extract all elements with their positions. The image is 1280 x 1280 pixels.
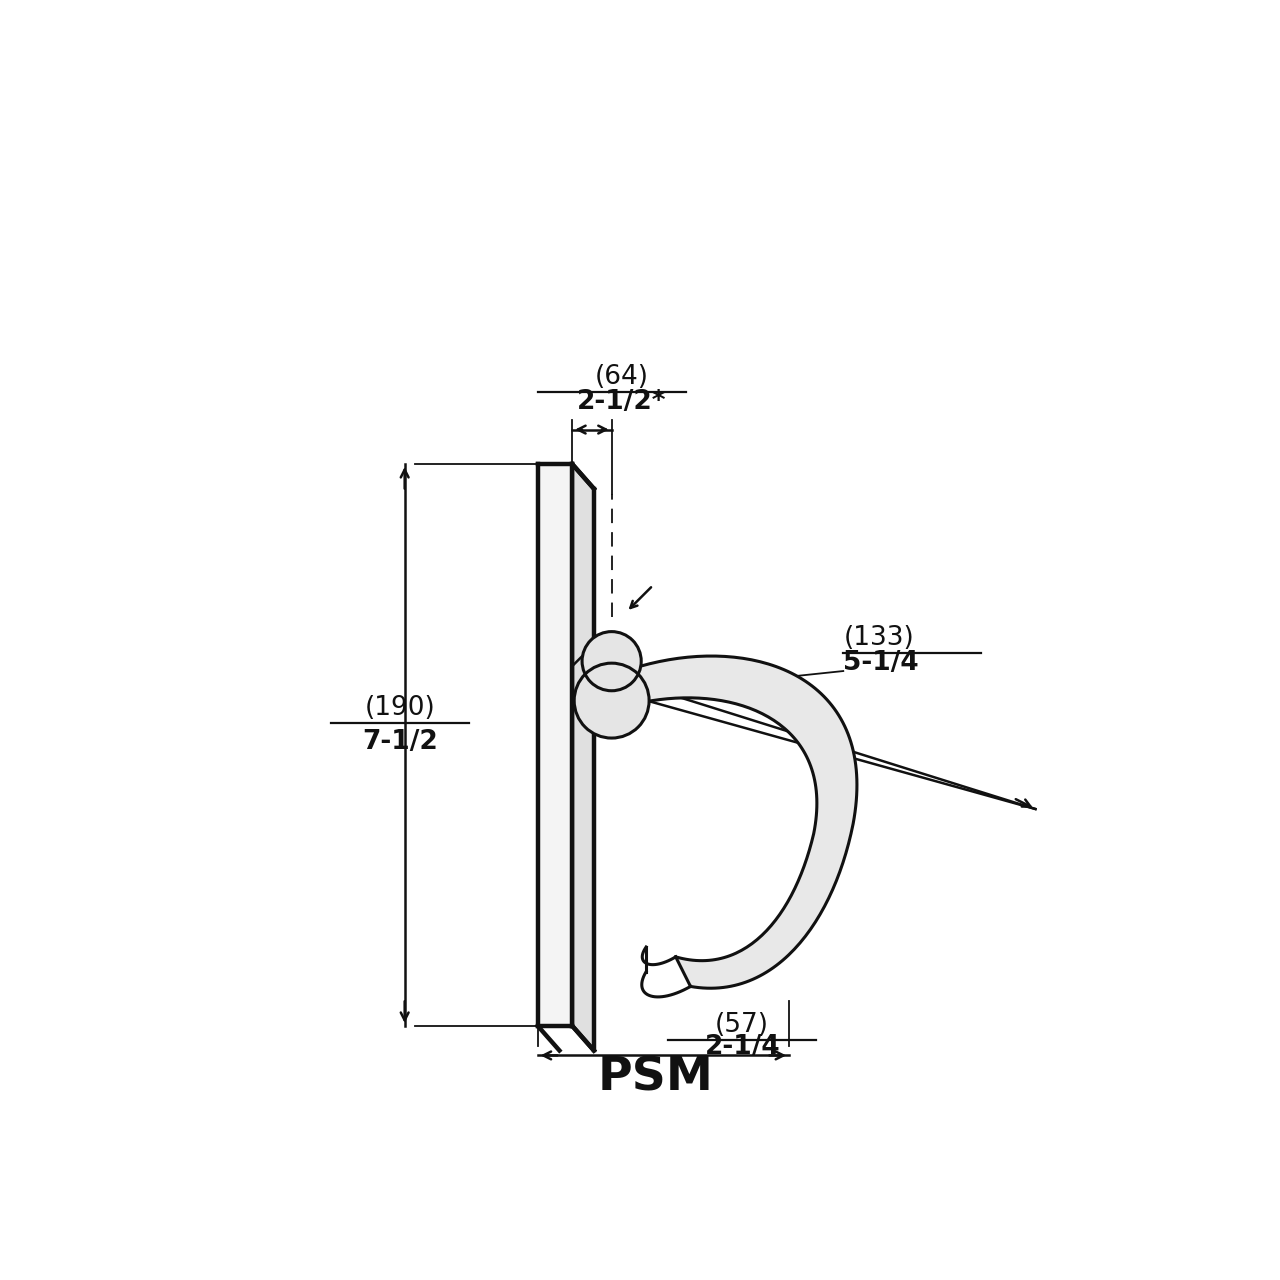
Circle shape: [575, 663, 649, 739]
Text: 5-1/4: 5-1/4: [844, 650, 919, 676]
Text: PSM: PSM: [598, 1056, 714, 1101]
Text: (190): (190): [365, 695, 435, 722]
Text: 7-1/2: 7-1/2: [362, 728, 438, 755]
Text: (64): (64): [594, 364, 649, 390]
Polygon shape: [538, 465, 572, 1025]
Text: (57): (57): [716, 1011, 769, 1038]
Text: 2-1/4: 2-1/4: [704, 1034, 780, 1060]
Polygon shape: [612, 657, 856, 988]
Circle shape: [582, 631, 641, 691]
Text: (133): (133): [844, 626, 914, 652]
Text: 2-1/2*: 2-1/2*: [577, 389, 667, 415]
Polygon shape: [572, 465, 594, 1051]
